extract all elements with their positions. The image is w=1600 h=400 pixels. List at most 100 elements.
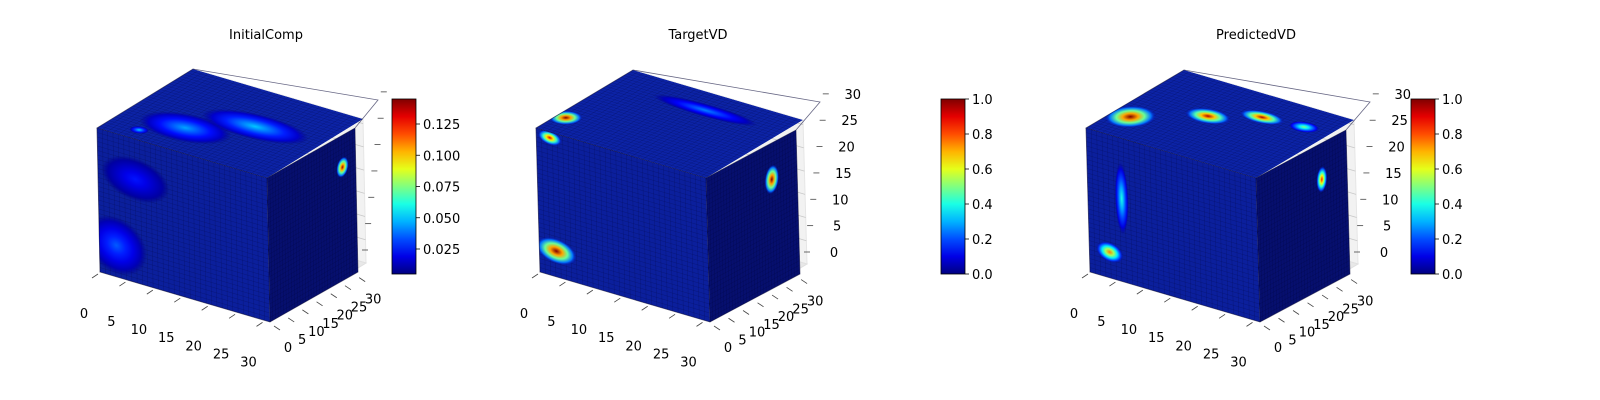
- voxel-line: [708, 233, 799, 282]
- voxel-line: [1088, 208, 1259, 260]
- voxel-line: [1257, 192, 1348, 242]
- voxel-line: [1181, 97, 1280, 157]
- voxel-line: [98, 199, 269, 251]
- voxel-line: [647, 160, 652, 305]
- y-tick-label: 30: [807, 295, 824, 310]
- voxel-line: [626, 73, 798, 124]
- voxel-line: [186, 72, 358, 123]
- voxel-line: [1314, 146, 1320, 291]
- voxel-line: [776, 140, 781, 285]
- voxel-line: [1259, 251, 1350, 300]
- voxel-line: [1218, 108, 1317, 168]
- voxel-line: [1213, 165, 1218, 310]
- voxel-line: [267, 177, 357, 228]
- voxel-line: [98, 195, 269, 246]
- voxel-line: [1317, 144, 1323, 290]
- voxel-line: [538, 125, 710, 177]
- voxel-line: [1259, 255, 1350, 305]
- voxel-line: [620, 152, 626, 298]
- heat-blob: [1104, 105, 1157, 128]
- colorbar-tick-label: 1.0: [1442, 93, 1463, 108]
- voxel-line: [335, 138, 339, 283]
- x-tick-label: 0: [80, 307, 88, 322]
- cube-edge: [705, 177, 711, 323]
- voxel-line: [123, 76, 220, 137]
- voxel-line: [269, 235, 358, 287]
- y-tick-label: 0: [724, 341, 732, 356]
- voxel-line: [719, 170, 725, 315]
- heat-blob: [201, 108, 309, 145]
- voxel-line: [584, 98, 755, 150]
- x-tick-label: 30: [1230, 355, 1247, 370]
- voxel-line: [177, 77, 349, 129]
- voxel-line: [1086, 154, 1257, 206]
- voxel-line: [548, 120, 719, 171]
- voxel-line: [1088, 235, 1260, 287]
- voxel-line: [1256, 156, 1347, 206]
- voxel-line: [1170, 152, 1176, 298]
- voxel-line: [538, 226, 709, 278]
- voxel-line: [538, 208, 709, 260]
- voxel-line: [708, 176, 714, 321]
- voxel-line: [536, 163, 708, 215]
- voxel-line: [1088, 226, 1259, 278]
- y-tick-label: 5: [738, 333, 746, 348]
- colorbar-targetvd: 0.0 0.2 0.4 0.6 0.8 1.0: [940, 93, 993, 283]
- voxel-line: [1239, 173, 1245, 318]
- voxel-line: [1250, 118, 1349, 177]
- voxel-line: [1229, 170, 1234, 315]
- voxel-line: [1088, 222, 1259, 273]
- x-tick-label: 30: [680, 355, 697, 370]
- voxel-line: [250, 114, 348, 174]
- cube-edge: [535, 69, 821, 323]
- voxel-line: [1292, 158, 1297, 303]
- voxel-line: [762, 147, 767, 293]
- cube-face-front-base: [1086, 128, 1260, 322]
- voxel-line: [745, 156, 750, 302]
- y-tick: [1350, 279, 1358, 284]
- voxel-line: [1133, 142, 1139, 287]
- y-tick-label: 0: [1274, 341, 1282, 356]
- voxel-line: [267, 172, 357, 224]
- voxel-line: [1186, 99, 1286, 158]
- y-tick: [1336, 286, 1343, 292]
- voxel-line: [1289, 159, 1294, 305]
- voxel-line: [1160, 149, 1165, 294]
- y-tick-label: 10: [749, 326, 766, 341]
- voxel-line: [594, 145, 599, 290]
- voxel-line: [1256, 147, 1347, 197]
- voxel-line: [554, 116, 725, 168]
- voxel-line: [269, 258, 358, 309]
- voxel-line: [700, 176, 705, 321]
- voxel-line: [1117, 79, 1217, 138]
- voxel-line: [267, 136, 356, 188]
- voxel-line: [663, 165, 668, 310]
- voxel-line: [642, 159, 647, 304]
- voxel-line: [324, 145, 328, 290]
- voxel-line: [588, 85, 687, 144]
- voxel-line: [176, 151, 180, 296]
- voxel-line: [107, 71, 204, 132]
- voxel-line: [1259, 269, 1350, 318]
- voxel-line: [267, 141, 356, 192]
- subplot-predictedvd: PredictedVD 0510152025300510152025300510…: [1070, 28, 1411, 370]
- voxel-line: [1259, 242, 1350, 291]
- z-tick-label: 10: [1382, 193, 1399, 208]
- voxel-line: [1144, 145, 1149, 290]
- y-tick: [1263, 325, 1271, 331]
- voxel-line: [539, 267, 710, 318]
- voxel-line: [707, 201, 799, 251]
- voxel-line: [707, 192, 798, 242]
- voxel-line: [1131, 100, 1303, 152]
- voxel-line: [1089, 258, 1260, 309]
- voxel-line: [98, 204, 269, 255]
- x-tick-label: 20: [1175, 339, 1192, 354]
- voxel-line: [183, 74, 355, 125]
- voxel-line: [560, 113, 731, 164]
- voxel-line: [778, 138, 784, 284]
- y-tick-label: 25: [792, 302, 809, 317]
- voxel-line: [1334, 135, 1339, 281]
- voxel-line: [1180, 71, 1352, 123]
